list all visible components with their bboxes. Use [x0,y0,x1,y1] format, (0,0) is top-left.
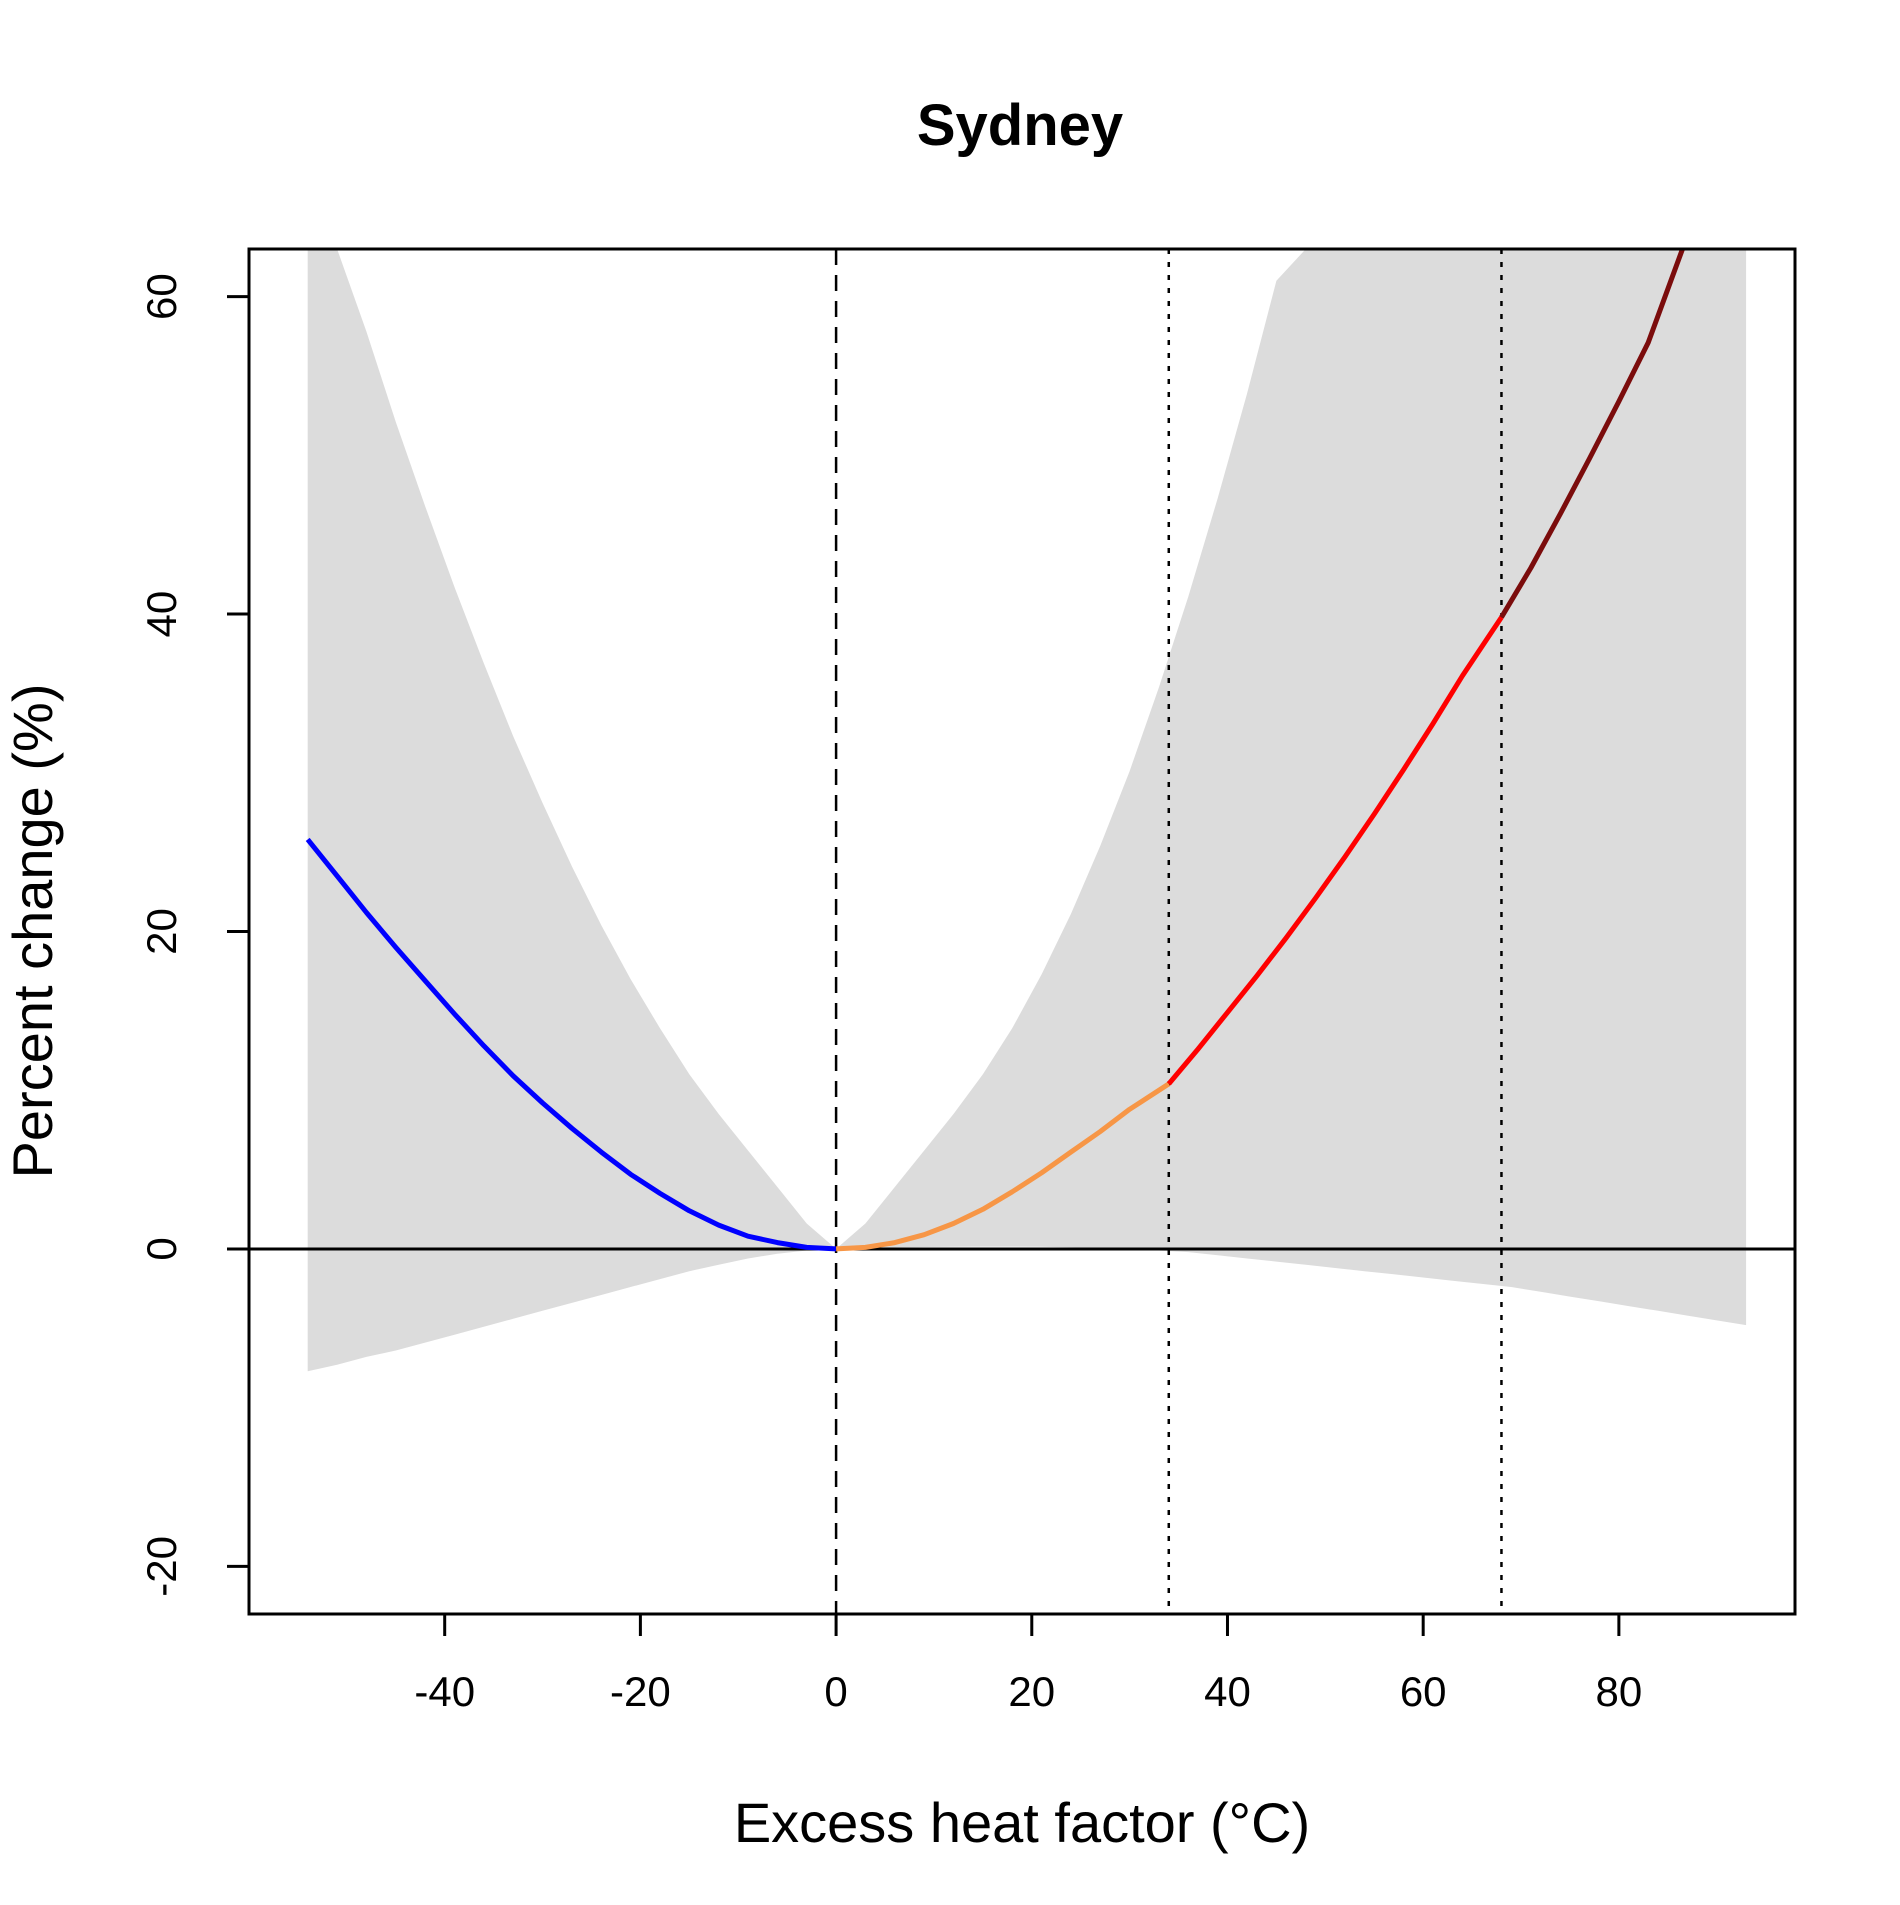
x-tick-label: -20 [610,1668,671,1715]
series-line-4 [1499,248,1685,619]
reference-lines-layer [249,249,1795,1614]
x-axis: -40 -20 0 20 40 60 80 [414,1614,1642,1715]
x-tick-label: 0 [824,1668,847,1715]
x-tick-label: 40 [1204,1668,1251,1715]
y-tick-label: 0 [138,1237,185,1260]
x-tick-label: 80 [1596,1668,1643,1715]
y-tick-label: 20 [138,908,185,955]
y-tick-label: 40 [138,591,185,638]
confidence-band-layer [307,249,1747,1372]
y-axis-label: Percent change (%) [1,684,64,1179]
x-tick-label: -40 [414,1668,475,1715]
y-tick-label: 60 [138,273,185,320]
series-line-2 [835,1081,1171,1252]
chart-title: Sydney [917,93,1123,158]
y-tick-label: -20 [138,1536,185,1597]
series-line-1 [305,837,837,1252]
confidence-band [307,249,1747,1372]
x-tick-label: 60 [1400,1668,1447,1715]
x-axis-label: Excess heat factor (°C) [734,1791,1310,1854]
series-layer [305,248,1685,1252]
series-line-3 [1166,615,1504,1086]
y-axis: -20 0 20 40 60 [138,273,249,1597]
x-tick-label: 20 [1008,1668,1055,1715]
